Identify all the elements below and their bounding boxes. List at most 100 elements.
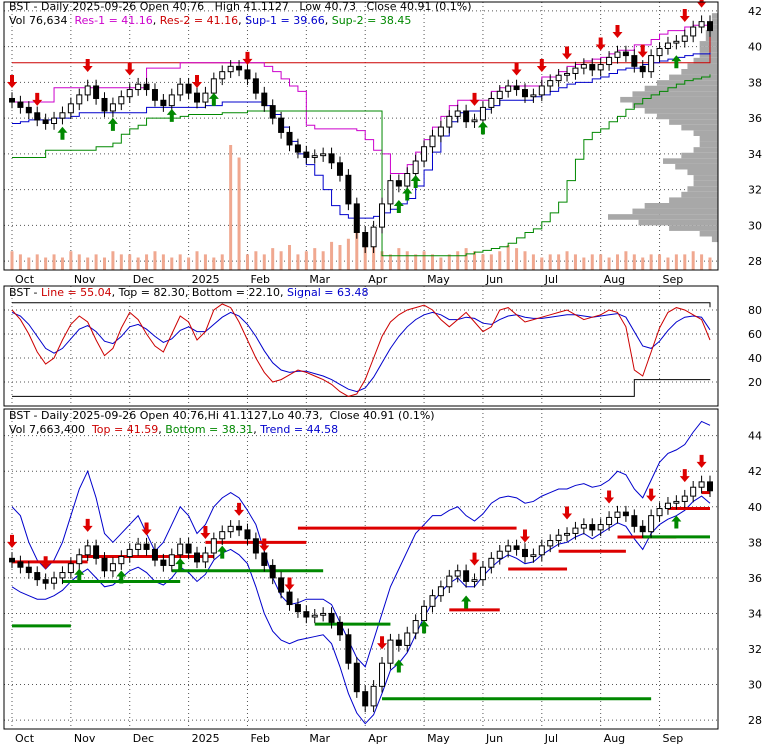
candle-body [109, 103, 116, 112]
candle-body [547, 80, 554, 87]
volume-profile-bar [711, 13, 718, 19]
candle-body [51, 577, 58, 584]
sell-arrow [32, 92, 43, 106]
sell-arrow [562, 46, 573, 60]
sell-arrow [7, 75, 17, 89]
candle-body [505, 545, 512, 552]
volume-bar [582, 257, 586, 270]
volume-profile-bar [669, 74, 718, 81]
volume-bar [489, 254, 493, 270]
y-tick-label: 30 [748, 679, 762, 692]
volume-profile-bar [656, 113, 718, 120]
candle-body [126, 548, 133, 558]
sell-arrow [124, 62, 135, 76]
volume-bar [60, 257, 64, 270]
volume-bar [456, 251, 460, 270]
candle-body [395, 639, 402, 646]
sell-arrow [679, 469, 690, 483]
candle-body [471, 119, 478, 123]
candle-body [606, 56, 613, 66]
y-tick-label: 40 [748, 352, 762, 365]
candle-body [496, 550, 503, 559]
candle-body [336, 621, 343, 636]
candle-body [345, 634, 352, 664]
candle-body [294, 604, 301, 613]
x-tick-label: Aug [604, 732, 625, 745]
sell-arrow [519, 529, 530, 543]
volume-bar [153, 251, 157, 270]
candle-body [59, 572, 66, 579]
candle-body [572, 527, 579, 534]
volume-bar [624, 251, 628, 270]
candle-body [194, 552, 201, 563]
buy-arrow [419, 620, 430, 634]
volume-bar [388, 254, 392, 270]
volume-profile-bar [687, 169, 718, 176]
sell-arrow [40, 556, 51, 570]
volume-bar [481, 254, 485, 270]
candle-body [639, 65, 646, 73]
candle-body [589, 524, 596, 531]
candle-body [59, 112, 66, 119]
candle-body [160, 99, 167, 107]
candle-body [126, 89, 133, 98]
candle-body [143, 543, 150, 550]
candle-body [261, 552, 268, 566]
volume-bar [10, 251, 14, 270]
sell-arrow [141, 522, 152, 536]
volume-bar [237, 157, 241, 270]
y-tick-label: 34 [748, 148, 762, 161]
volume-profile-bar [687, 63, 718, 69]
candle-body [412, 620, 419, 634]
x-tick-label: Oct [15, 732, 35, 745]
candle-body [353, 203, 360, 233]
candle-body [135, 83, 142, 91]
candle-body [269, 564, 276, 579]
volume-bar [203, 254, 207, 270]
volume-bar [683, 254, 687, 270]
volume-bar [691, 251, 695, 270]
sell-arrow [259, 538, 270, 552]
x-tick-label: Mar [309, 273, 330, 286]
volume-profile-bar [699, 141, 718, 148]
candle-body [311, 155, 318, 158]
candle-body [614, 511, 621, 518]
candle-body [362, 691, 369, 707]
candle-body [547, 540, 554, 547]
volume-bar [271, 248, 275, 270]
x-tick-label: Aug [604, 273, 625, 286]
x-tick-label: Jul [544, 732, 558, 745]
candle-body [597, 524, 604, 531]
candle-body [84, 85, 91, 96]
volume-bar [296, 254, 300, 270]
candle-body [76, 554, 83, 565]
volume-bar [380, 251, 384, 270]
candle-body [311, 614, 318, 618]
candle-body [698, 21, 705, 28]
volume-bar [27, 257, 31, 270]
candle-body [101, 557, 108, 572]
candle-body [707, 481, 713, 492]
volume-bar [473, 251, 477, 270]
candle-body [631, 55, 638, 67]
candle-body [370, 226, 377, 248]
candle-body [67, 563, 74, 574]
volume-profile-bar [632, 91, 718, 97]
candle-body [555, 534, 562, 542]
candle-body [210, 78, 217, 94]
x-tick-label: Feb [250, 732, 269, 745]
candle-body [227, 525, 234, 533]
buy-arrow [166, 108, 177, 122]
volume-bar [523, 251, 527, 270]
volume-bar [254, 251, 258, 270]
candle-body [160, 559, 167, 566]
candle-body [572, 67, 579, 74]
volume-bar [262, 254, 266, 270]
candle-body [244, 529, 251, 540]
y-tick-label: 20 [748, 376, 762, 389]
volume-profile-bar [711, 24, 718, 30]
candle-body [143, 83, 150, 91]
x-tick-label: May [427, 273, 450, 286]
volume-bar [540, 257, 544, 270]
x-tick-label: Oct [15, 273, 35, 286]
